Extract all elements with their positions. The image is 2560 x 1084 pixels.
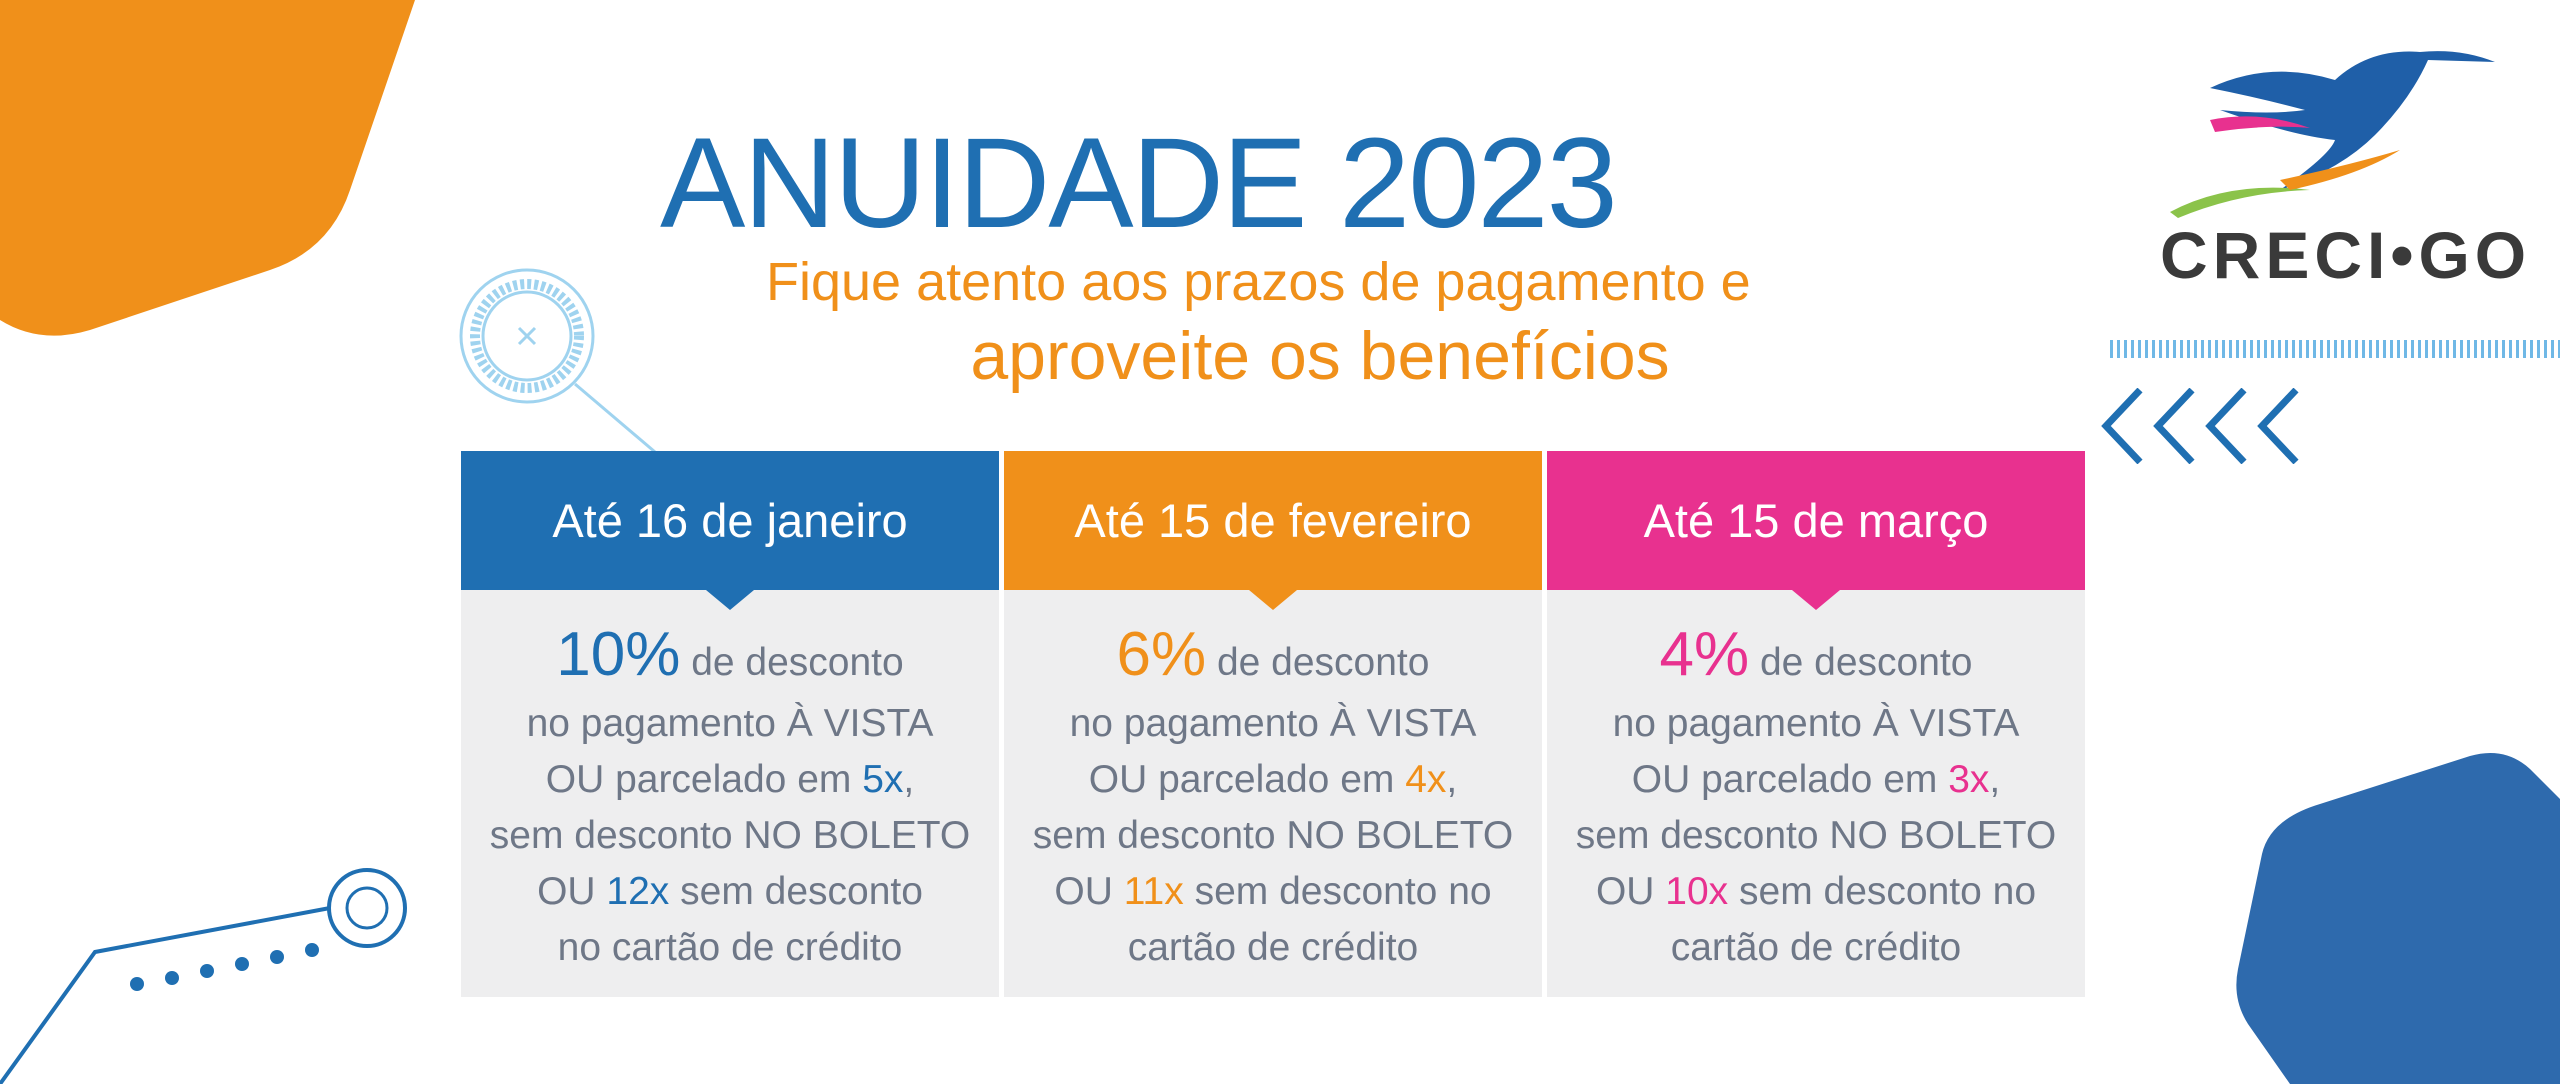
discount-label: de desconto bbox=[1749, 641, 1973, 684]
cash-line: no pagamento À VISTA bbox=[1612, 702, 2020, 745]
cash-line: no pagamento À VISTA bbox=[1069, 702, 1477, 745]
installment-prefix: OU parcelado em bbox=[545, 758, 863, 801]
boleto-line: sem desconto NO BOLETO bbox=[489, 814, 971, 857]
credit-installment-count: 12x bbox=[606, 870, 670, 913]
credit-card-last-line: no cartão de crédito bbox=[557, 926, 903, 969]
installment-count: 5x bbox=[862, 758, 904, 801]
payment-card-march: Até 15 de março 4% de desconto no pagame… bbox=[1547, 451, 2085, 997]
discount-label: de desconto bbox=[680, 641, 904, 684]
discount-percent: 4% bbox=[1659, 620, 1750, 689]
subtitle-line-1: Fique atento aos prazos de pagamento e bbox=[766, 252, 1751, 312]
boleto-line: sem desconto NO BOLETO bbox=[1575, 814, 2057, 857]
cash-line: no pagamento À VISTA bbox=[526, 702, 934, 745]
card-deadline: Até 15 de março bbox=[1643, 494, 1989, 547]
chevrons-left-icon bbox=[2101, 388, 2299, 464]
card-deadline: Até 16 de janeiro bbox=[552, 494, 908, 547]
logo-wordmark: CRECI•GO bbox=[2160, 218, 2532, 292]
card-body: 10% de desconto no pagamento À VISTA OU … bbox=[461, 590, 999, 997]
payment-card-february: Até 15 de fevereiro 6% de desconto no pa… bbox=[1004, 451, 1542, 997]
credit-card-line: OU 12x sem desconto bbox=[461, 864, 999, 920]
discount-line: 10% de desconto bbox=[461, 622, 999, 696]
circuit-line-decoration bbox=[0, 868, 407, 1084]
discount-line: 6% de desconto bbox=[1004, 622, 1542, 696]
blue-corner-shape bbox=[2236, 752, 2560, 1084]
discount-percent: 10% bbox=[556, 620, 681, 689]
discount-percent: 6% bbox=[1116, 620, 1207, 689]
card-header: Até 15 de fevereiro bbox=[1004, 451, 1542, 610]
credit-installment-count: 11x bbox=[1123, 870, 1184, 913]
installment-prefix: OU parcelado em bbox=[1088, 758, 1406, 801]
credit-prefix: OU bbox=[1054, 870, 1124, 913]
installment-line: OU parcelado em 5x, bbox=[461, 752, 999, 808]
card-header: Até 16 de janeiro bbox=[461, 451, 999, 610]
payment-card-january: Até 16 de janeiro 10% de desconto no pag… bbox=[461, 451, 999, 997]
hummingbird-icon bbox=[2170, 51, 2495, 218]
card-pointer bbox=[706, 590, 754, 610]
orange-corner-shape bbox=[0, 0, 415, 336]
boleto-line: sem desconto NO BOLETO bbox=[1032, 814, 1514, 857]
credit-prefix: OU bbox=[1595, 870, 1666, 913]
card-body: 4% de desconto no pagamento À VISTA OU p… bbox=[1547, 590, 2085, 997]
credit-suffix: sem desconto no bbox=[1183, 870, 1492, 913]
credit-suffix: sem desconto no bbox=[1728, 870, 2037, 913]
discount-label: de desconto bbox=[1206, 641, 1430, 684]
installment-suffix: , bbox=[1989, 758, 2001, 801]
credit-prefix: OU bbox=[537, 870, 607, 913]
installment-suffix: , bbox=[903, 758, 915, 801]
card-pointer bbox=[1249, 590, 1297, 610]
card-body: 6% de desconto no pagamento À VISTA OU p… bbox=[1004, 590, 1542, 997]
card-pointer bbox=[1792, 590, 1840, 610]
credit-card-line: OU 11x sem desconto no bbox=[1004, 864, 1542, 920]
card-header: Até 15 de março bbox=[1547, 451, 2085, 610]
installment-suffix: , bbox=[1446, 758, 1458, 801]
installment-prefix: OU parcelado em bbox=[1631, 758, 1949, 801]
creci-go-logo: CRECI•GO bbox=[2160, 40, 2532, 300]
credit-suffix: sem desconto bbox=[669, 870, 923, 913]
installment-count: 4x bbox=[1405, 758, 1447, 801]
striped-bar-decoration bbox=[2110, 340, 2560, 358]
page-title: ANUIDADE 2023 bbox=[660, 112, 1618, 255]
card-deadline: Até 15 de fevereiro bbox=[1074, 494, 1472, 547]
subtitle-line-2: aproveite os benefícios bbox=[970, 318, 1670, 394]
credit-installment-count: 10x bbox=[1665, 870, 1729, 913]
credit-card-last-line: cartão de crédito bbox=[1127, 926, 1419, 969]
credit-card-last-line: cartão de crédito bbox=[1670, 926, 1962, 969]
installment-line: OU parcelado em 3x, bbox=[1547, 752, 2085, 808]
installment-count: 3x bbox=[1948, 758, 1990, 801]
discount-line: 4% de desconto bbox=[1547, 622, 2085, 696]
installment-line: OU parcelado em 4x, bbox=[1004, 752, 1542, 808]
credit-card-line: OU 10x sem desconto no bbox=[1547, 864, 2085, 920]
gear-magnifier-icon bbox=[459, 268, 656, 454]
